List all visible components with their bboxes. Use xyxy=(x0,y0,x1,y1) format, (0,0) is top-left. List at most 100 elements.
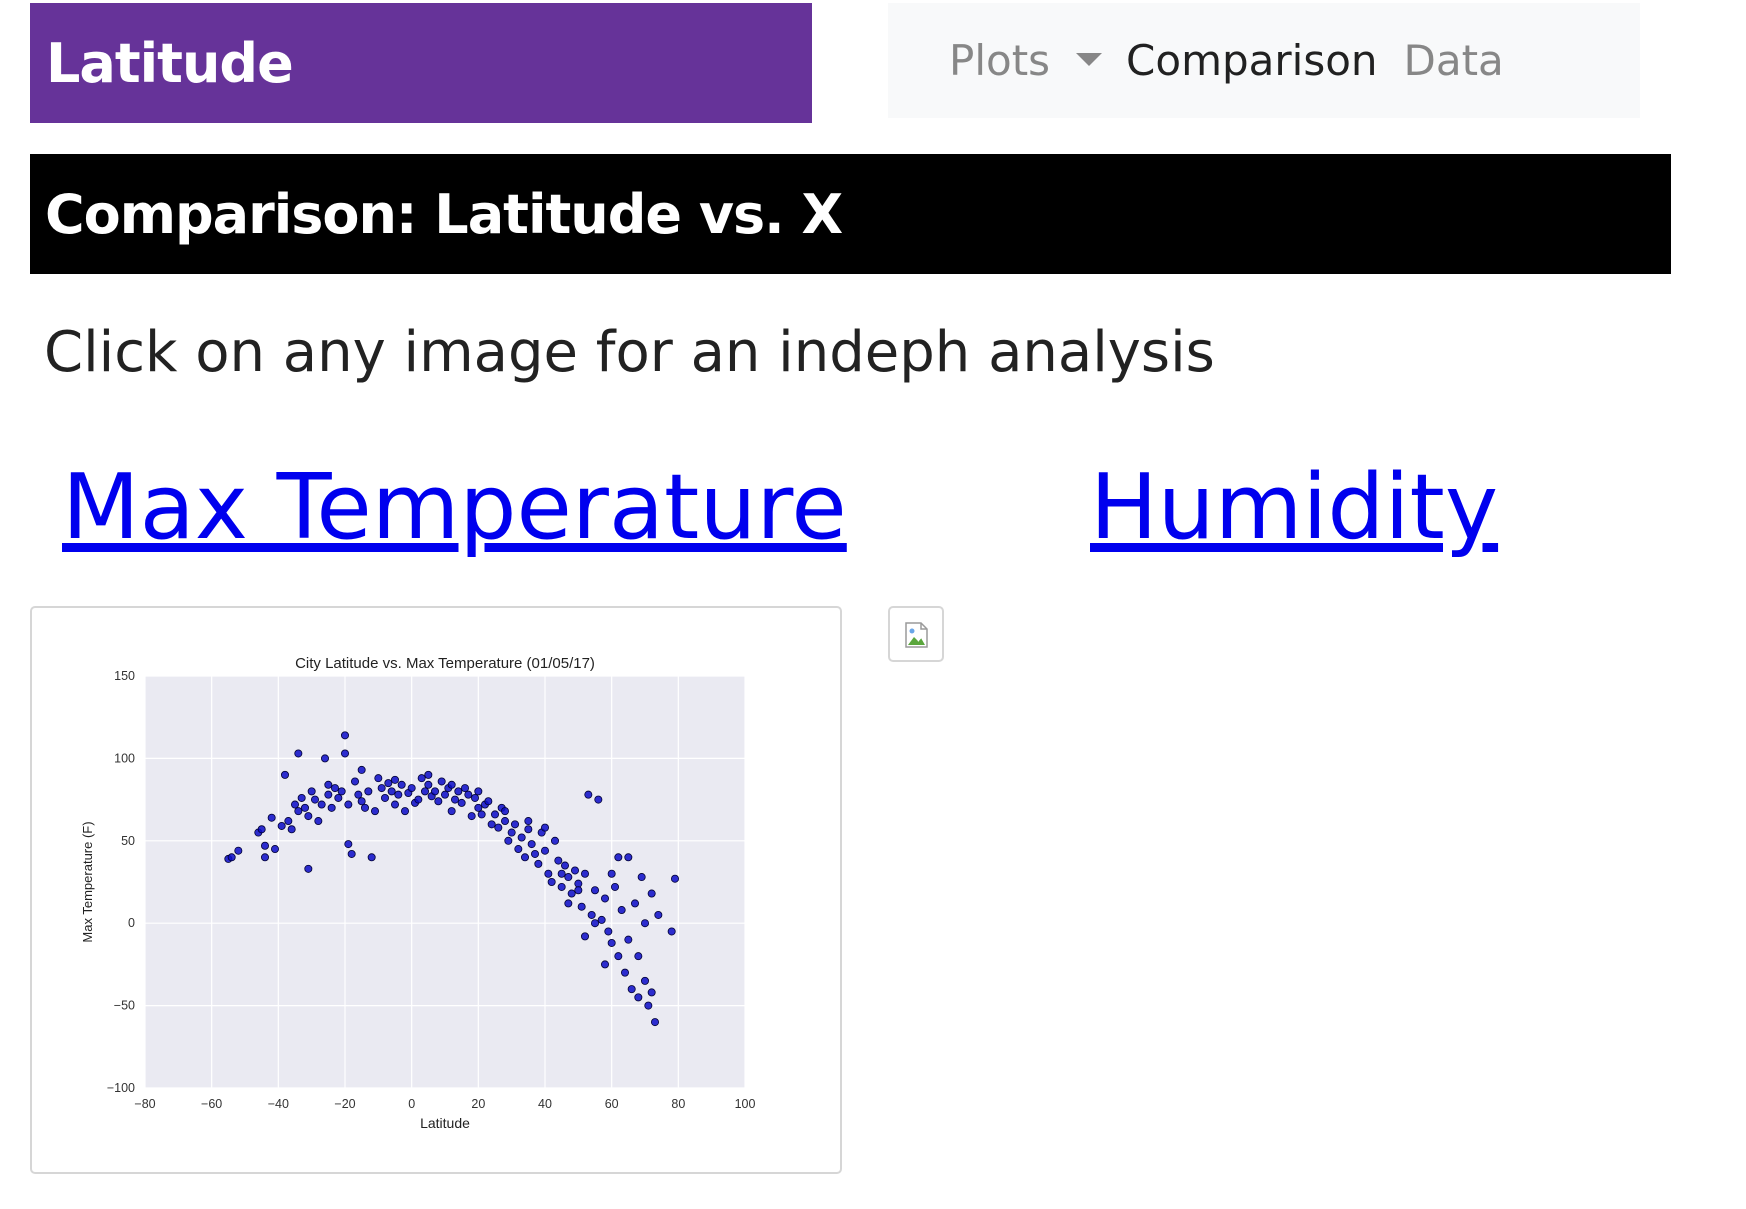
x-tick-label: −40 xyxy=(268,1097,289,1111)
data-point xyxy=(467,812,476,821)
data-point xyxy=(260,841,269,850)
data-point xyxy=(260,853,269,862)
data-point xyxy=(574,886,583,895)
data-point xyxy=(534,859,543,868)
data-point xyxy=(287,825,296,834)
data-point xyxy=(641,976,650,985)
humidity-plot-thumbnail[interactable] xyxy=(888,606,944,662)
data-point xyxy=(474,787,483,796)
data-point xyxy=(507,828,516,837)
data-point xyxy=(280,770,289,779)
data-point xyxy=(304,812,313,821)
data-point xyxy=(487,820,496,829)
data-point xyxy=(637,873,646,882)
data-point xyxy=(611,882,620,891)
nav-plots-dropdown[interactable]: Plots xyxy=(949,36,1126,85)
brand-title[interactable]: Latitude xyxy=(30,3,812,123)
data-point xyxy=(514,845,523,854)
data-point xyxy=(357,765,366,774)
data-point xyxy=(624,853,633,862)
y-tick-label: 150 xyxy=(114,669,135,683)
data-point xyxy=(527,840,536,849)
x-tick-label: 20 xyxy=(471,1097,485,1111)
data-point xyxy=(340,731,349,740)
data-point xyxy=(540,846,549,855)
data-point xyxy=(367,853,376,862)
data-point xyxy=(597,915,606,924)
data-point xyxy=(394,790,403,799)
max-temperature-plot-thumbnail[interactable]: −80 −60 −40 −20 0 20 40 60 80 100 −100 −50 0 50 100 150… xyxy=(30,606,842,1174)
data-point xyxy=(607,869,616,878)
data-point xyxy=(344,840,353,849)
humidity-link[interactable]: Humidity xyxy=(1090,455,1499,560)
data-point xyxy=(544,869,553,878)
data-point xyxy=(500,817,509,826)
x-axis-label: Latitude xyxy=(420,1115,470,1131)
data-point xyxy=(571,866,580,875)
data-point xyxy=(470,793,479,802)
data-point xyxy=(624,935,633,944)
data-point xyxy=(601,960,610,969)
data-point xyxy=(267,813,276,822)
max-temperature-scatter-chart: −80 −60 −40 −20 0 20 40 60 80 100 −100 −50 0 50 100 150… xyxy=(80,655,755,1131)
max-temperature-link[interactable]: Max Temperature xyxy=(62,455,847,560)
chart-title: City Latitude vs. Max Temperature (01/05… xyxy=(295,655,595,672)
data-point xyxy=(400,807,409,816)
data-point xyxy=(407,784,416,793)
data-point xyxy=(614,853,623,862)
data-point xyxy=(417,774,426,783)
data-point xyxy=(327,803,336,812)
y-tick-label: 0 xyxy=(128,916,135,930)
data-point xyxy=(460,784,469,793)
data-point xyxy=(424,770,433,779)
x-tick-label: −60 xyxy=(201,1097,222,1111)
data-point xyxy=(587,910,596,919)
data-point xyxy=(434,797,443,806)
y-tick-label: 50 xyxy=(121,834,135,848)
data-point xyxy=(647,988,656,997)
data-point xyxy=(564,873,573,882)
data-point xyxy=(627,985,636,994)
y-tick-label: −100 xyxy=(107,1081,135,1095)
data-point xyxy=(631,899,640,908)
data-point xyxy=(294,749,303,758)
data-point xyxy=(377,784,386,793)
data-point xyxy=(457,798,466,807)
data-point xyxy=(414,795,423,804)
data-point xyxy=(424,780,433,789)
data-point xyxy=(594,795,603,804)
data-point xyxy=(641,919,650,928)
data-point xyxy=(591,919,600,928)
caret-down-icon xyxy=(1076,53,1103,66)
data-point xyxy=(564,899,573,908)
data-point xyxy=(347,849,356,858)
nav-comparison-link[interactable]: Comparison xyxy=(1126,36,1378,85)
data-point xyxy=(227,853,236,862)
data-point xyxy=(307,787,316,796)
data-point xyxy=(234,846,243,855)
data-point xyxy=(577,902,586,911)
data-point xyxy=(591,886,600,895)
data-point xyxy=(517,833,526,842)
data-point xyxy=(510,820,519,829)
data-point xyxy=(540,823,549,832)
data-point xyxy=(360,803,369,812)
data-point xyxy=(270,845,279,854)
data-point xyxy=(387,787,396,796)
page-heading: Comparison: Latitude vs. X xyxy=(30,154,1671,274)
x-tick-label: 80 xyxy=(671,1097,685,1111)
data-point xyxy=(277,821,286,830)
data-point xyxy=(330,784,339,793)
data-point xyxy=(390,800,399,809)
nav-data-link[interactable]: Data xyxy=(1403,36,1504,85)
data-point xyxy=(364,787,373,796)
data-point xyxy=(644,1001,653,1010)
data-point xyxy=(324,780,333,789)
data-point xyxy=(651,1018,660,1027)
data-point xyxy=(504,836,513,845)
data-point xyxy=(494,823,503,832)
data-point xyxy=(390,775,399,784)
data-point xyxy=(547,877,556,886)
data-point xyxy=(581,932,590,941)
data-point xyxy=(484,797,493,806)
